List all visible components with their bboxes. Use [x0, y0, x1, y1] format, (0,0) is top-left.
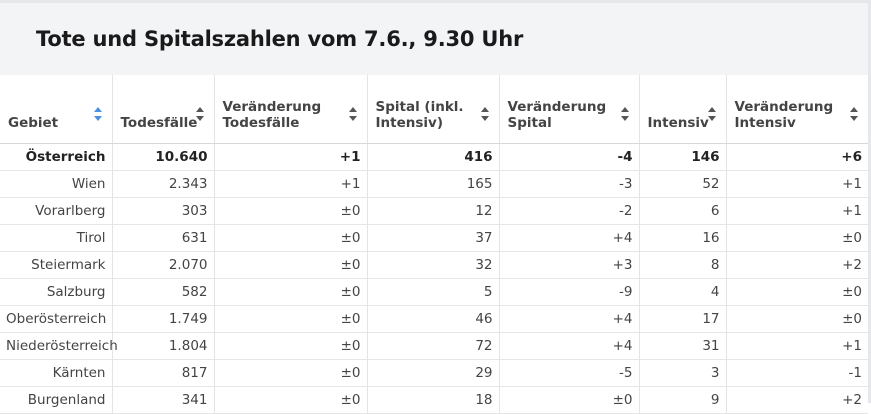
- cell-veraenderung-todesfaelle: ±0: [214, 332, 368, 360]
- cell-todesfaelle: 10.640: [112, 143, 215, 171]
- cell-todesfaelle: 1.804: [112, 332, 215, 360]
- cell-gebiet: Österreich: [0, 143, 113, 171]
- table-header-row: Gebiet Todesfälle Veränderung Todesfälle…: [0, 75, 868, 144]
- cell-veraenderung-intensiv: +1: [726, 332, 868, 360]
- cell-intensiv: 16: [639, 224, 727, 252]
- cell-intensiv: 9: [639, 386, 727, 414]
- cell-todesfaelle: 2.343: [112, 170, 215, 198]
- cell-gebiet: Kärnten: [0, 359, 113, 387]
- cell-veraenderung-spital: ±0: [499, 386, 640, 414]
- cell-spital: 18: [367, 386, 500, 414]
- table-row: Wien 2.343 +1 165 -3 52 +1: [0, 170, 868, 198]
- cell-gebiet: Niederösterreich: [0, 332, 118, 360]
- cell-spital: 416: [367, 143, 500, 171]
- cell-gebiet: Oberösterreich: [0, 305, 113, 333]
- cell-veraenderung-todesfaelle: ±0: [214, 278, 368, 306]
- cell-todesfaelle: 1.749: [112, 305, 215, 333]
- cell-veraenderung-todesfaelle: +1: [214, 170, 368, 198]
- cell-veraenderung-spital: +4: [499, 305, 640, 333]
- cell-veraenderung-todesfaelle: ±0: [214, 305, 368, 333]
- cell-veraenderung-intensiv: +2: [726, 251, 868, 279]
- cell-intensiv: 146: [639, 143, 727, 171]
- cell-veraenderung-spital: -2: [499, 197, 640, 225]
- cell-spital: 37: [367, 224, 500, 252]
- table-row: Tirol 631 ±0 37 +4 16 ±0: [0, 224, 868, 252]
- cell-intensiv: 52: [639, 170, 727, 198]
- cell-veraenderung-intensiv: +1: [726, 170, 868, 198]
- cell-veraenderung-todesfaelle: ±0: [214, 224, 368, 252]
- table-row: Burgenland 341 ±0 18 ±0 9 +2: [0, 386, 868, 414]
- sort-icon[interactable]: [707, 107, 718, 121]
- cell-spital: 165: [367, 170, 500, 198]
- cell-veraenderung-intensiv: +2: [726, 386, 868, 414]
- cell-veraenderung-todesfaelle: ±0: [214, 251, 368, 279]
- cell-veraenderung-spital: +4: [499, 224, 640, 252]
- column-header-gebiet[interactable]: Gebiet: [0, 75, 113, 144]
- column-header-todesfaelle[interactable]: Todesfälle: [112, 75, 215, 144]
- table-row: Oberösterreich 1.749 ±0 46 +4 17 ±0: [0, 305, 868, 333]
- cell-gebiet: Steiermark: [0, 251, 113, 279]
- title-bar: Tote und Spitalszahlen vom 7.6., 9.30 Uh…: [0, 0, 871, 75]
- cell-gebiet: Wien: [0, 170, 113, 198]
- cell-gebiet: Burgenland: [0, 386, 113, 414]
- cell-veraenderung-spital: +4: [499, 332, 640, 360]
- cell-spital: 46: [367, 305, 500, 333]
- cell-todesfaelle: 2.070: [112, 251, 215, 279]
- cell-intensiv: 6: [639, 197, 727, 225]
- cell-veraenderung-todesfaelle: ±0: [214, 386, 368, 414]
- table-row: Vorarlberg 303 ±0 12 -2 6 +1: [0, 197, 868, 225]
- table-row: Österreich 10.640 +1 416 -4 146 +6: [0, 143, 868, 171]
- cell-todesfaelle: 341: [112, 386, 215, 414]
- cell-spital: 5: [367, 278, 500, 306]
- cell-gebiet: Tirol: [0, 224, 113, 252]
- table-row: Steiermark 2.070 ±0 32 +3 8 +2: [0, 251, 868, 279]
- cell-spital: 32: [367, 251, 500, 279]
- cell-intensiv: 17: [639, 305, 727, 333]
- page-title: Tote und Spitalszahlen vom 7.6., 9.30 Uh…: [36, 27, 524, 51]
- cell-veraenderung-intensiv: ±0: [726, 278, 868, 306]
- cell-intensiv: 3: [639, 359, 727, 387]
- sort-icon[interactable]: [850, 107, 860, 121]
- cell-todesfaelle: 582: [112, 278, 215, 306]
- cell-spital: 29: [367, 359, 500, 387]
- sort-icon[interactable]: [480, 107, 491, 121]
- sort-icon[interactable]: [195, 107, 206, 121]
- cell-veraenderung-intensiv: ±0: [726, 224, 868, 252]
- cell-intensiv: 4: [639, 278, 727, 306]
- cell-veraenderung-spital: -9: [499, 278, 640, 306]
- cell-spital: 72: [367, 332, 500, 360]
- sort-icon[interactable]: [348, 107, 359, 121]
- table-row: Kärnten 817 ±0 29 -5 3 -1: [0, 359, 868, 387]
- column-header-veraenderung-spital[interactable]: Veränderung Spital: [499, 75, 640, 144]
- cell-veraenderung-intensiv: +1: [726, 197, 868, 225]
- cell-todesfaelle: 817: [112, 359, 215, 387]
- cell-veraenderung-spital: +3: [499, 251, 640, 279]
- cell-veraenderung-todesfaelle: ±0: [214, 359, 368, 387]
- column-header-spital[interactable]: Spital (inkl. Intensiv): [367, 75, 500, 144]
- cell-gebiet: Salzburg: [0, 278, 113, 306]
- cell-spital: 12: [367, 197, 500, 225]
- sort-icon[interactable]: [93, 107, 104, 121]
- table-row: Niederösterreich 1.804 ±0 72 +4 31 +1: [0, 332, 868, 360]
- table-row: Salzburg 582 ±0 5 -9 4 ±0: [0, 278, 868, 306]
- cell-todesfaelle: 303: [112, 197, 215, 225]
- column-header-intensiv[interactable]: Intensiv: [639, 75, 727, 144]
- cell-intensiv: 8: [639, 251, 727, 279]
- scrollbar-edge: [868, 0, 871, 403]
- cell-gebiet: Vorarlberg: [0, 197, 113, 225]
- column-header-veraenderung-intensiv[interactable]: Veränderung Intensiv: [726, 75, 868, 144]
- cell-veraenderung-intensiv: -1: [726, 359, 868, 387]
- cell-veraenderung-spital: -4: [499, 143, 640, 171]
- cell-veraenderung-intensiv: +6: [726, 143, 868, 171]
- cell-intensiv: 31: [639, 332, 727, 360]
- cell-todesfaelle: 631: [112, 224, 215, 252]
- column-header-veraenderung-todesfaelle[interactable]: Veränderung Todesfälle: [214, 75, 368, 144]
- cell-veraenderung-spital: -3: [499, 170, 640, 198]
- cell-veraenderung-todesfaelle: +1: [214, 143, 368, 171]
- cell-veraenderung-intensiv: ±0: [726, 305, 868, 333]
- cell-veraenderung-todesfaelle: ±0: [214, 197, 368, 225]
- sort-icon[interactable]: [620, 107, 631, 121]
- data-table: Gebiet Todesfälle Veränderung Todesfälle…: [0, 75, 868, 414]
- cell-veraenderung-spital: -5: [499, 359, 640, 387]
